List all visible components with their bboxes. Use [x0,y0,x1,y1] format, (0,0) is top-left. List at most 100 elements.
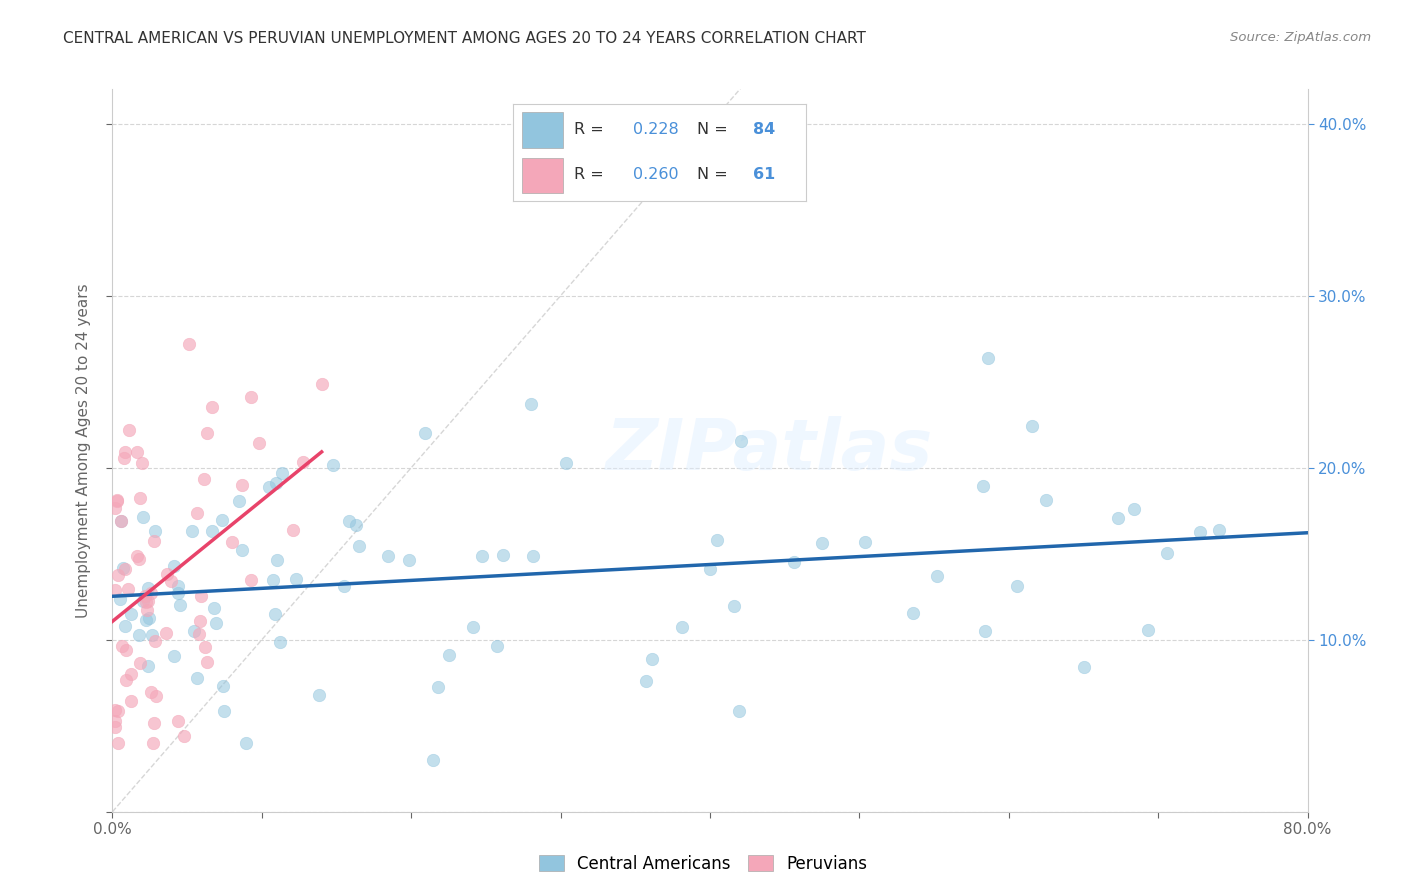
Point [183,624,205,638]
Point [127,445,149,459]
Text: ZIPatlas: ZIPatlas [606,416,934,485]
Point [120,667,142,681]
Text: Source: ZipAtlas.com: Source: ZipAtlas.com [1230,31,1371,45]
Point [197,655,219,669]
Point [228,494,250,508]
Point [110,514,132,528]
Point [903,606,925,620]
Point [976,351,998,365]
Point [129,656,152,670]
Point [143,633,166,648]
Point [1188,524,1211,539]
Point [1035,492,1057,507]
Point [112,450,135,465]
Point [706,533,728,548]
Point [138,581,160,595]
Point [136,603,159,617]
Point [120,607,142,621]
Point [114,673,136,687]
Point [555,456,578,470]
Point [377,549,399,563]
Point [155,626,177,640]
Point [193,640,215,654]
Point [163,558,186,573]
Point [269,634,291,648]
Point [105,494,128,508]
Point [271,466,294,480]
Point [520,397,543,411]
Point [115,643,138,657]
Point [1208,523,1230,537]
Point [110,514,132,528]
Point [247,436,270,450]
Point [201,524,224,538]
Point [811,536,834,550]
Point [1005,579,1028,593]
Point [471,549,494,564]
Point [344,518,367,533]
Point [427,680,450,694]
Point [231,542,253,557]
Point [167,714,190,729]
Point [292,455,315,469]
Point [212,679,235,693]
Point [1156,546,1178,560]
Point [128,628,150,642]
Point [143,716,166,731]
Point [107,567,129,582]
Point [311,377,333,392]
Point [322,458,344,473]
Point [129,491,152,505]
Point [205,616,228,631]
Point [138,658,160,673]
Point [492,548,515,562]
Point [120,694,142,708]
Point [730,434,752,448]
Point [141,628,163,642]
Point [187,627,209,641]
Y-axis label: Unemployment Among Ages 20 to 24 years: Unemployment Among Ages 20 to 24 years [76,283,91,618]
Point [337,514,360,528]
Point [159,574,181,588]
Point [141,684,163,698]
Point [117,423,139,437]
Point [853,534,876,549]
Point [143,533,166,548]
Point [522,549,544,563]
Point [104,703,127,717]
Point [131,456,153,470]
Point [114,562,136,576]
Point [1123,502,1146,516]
Point [107,704,129,718]
Point [239,573,262,587]
Legend: Central Americans, Peruvians: Central Americans, Peruvians [533,848,873,880]
Point [186,671,208,685]
Point [142,736,165,750]
Point [235,736,257,750]
Point [173,730,195,744]
Point [212,704,235,718]
Point [104,501,127,516]
Point [285,572,308,586]
Point [180,524,202,538]
Point [634,673,657,688]
Point [195,425,218,440]
Point [231,478,253,492]
Point [127,549,149,563]
Point [155,566,177,581]
Point [134,589,156,603]
Point [114,619,136,633]
Point [239,390,262,404]
Point [437,648,460,662]
Point [257,480,280,494]
Point [128,552,150,566]
Point [783,555,806,569]
Point [347,540,370,554]
Point [1021,418,1043,433]
Point [114,444,136,458]
Point [1136,623,1159,637]
Point [461,620,484,634]
Text: CENTRAL AMERICAN VS PERUVIAN UNEMPLOYMENT AMONG AGES 20 TO 24 YEARS CORRELATION : CENTRAL AMERICAN VS PERUVIAN UNEMPLOYMEN… [63,31,866,46]
Point [262,574,284,588]
Point [135,613,157,627]
